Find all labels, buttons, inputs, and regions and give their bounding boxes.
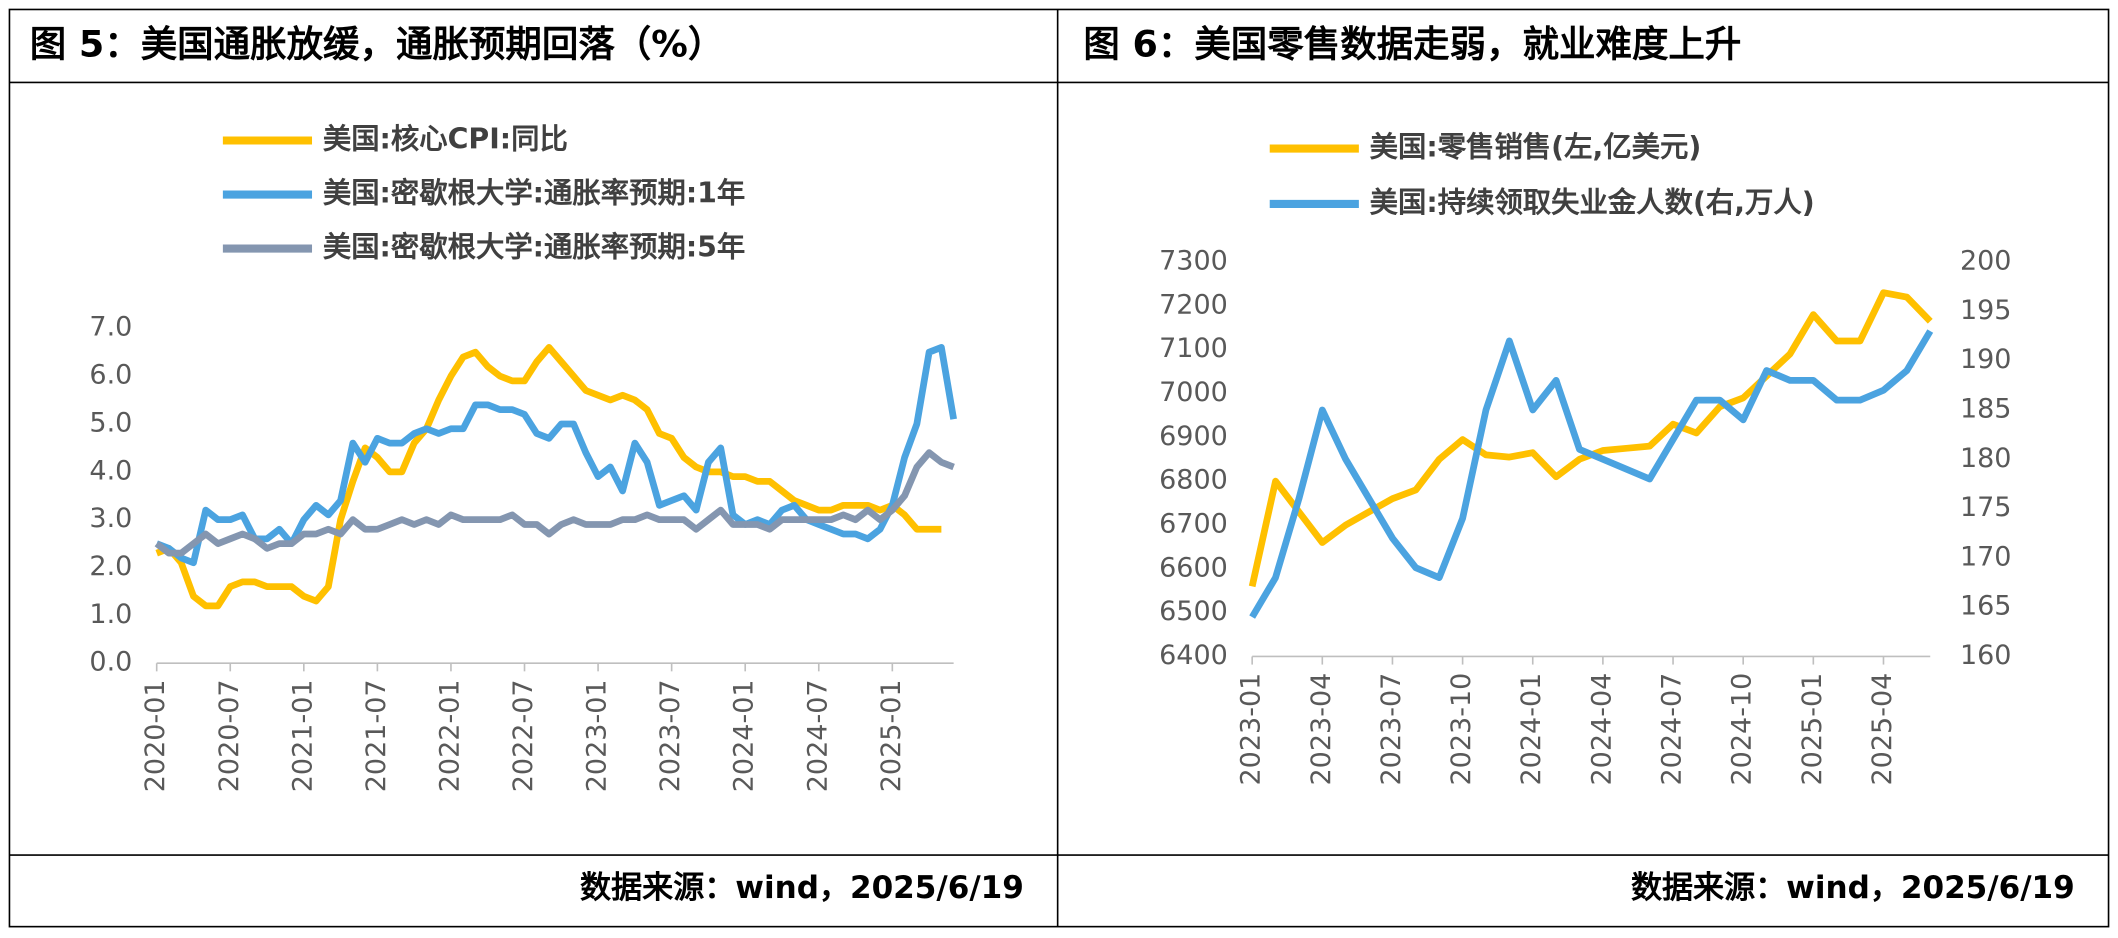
x-tick-label: 2020-07 [214, 679, 245, 792]
y-tick-label: 7.0 [89, 312, 132, 343]
y-tick-label: 7100 [1159, 333, 1228, 364]
x-tick-label: 2024-07 [1657, 673, 1688, 786]
y-tick-label: 7200 [1159, 289, 1228, 320]
series-line [154, 449, 955, 557]
y-tick-label: 0.0 [89, 647, 132, 678]
y-tick-label: 6700 [1159, 509, 1228, 540]
y-tick-label: 6400 [1159, 640, 1228, 671]
x-tick-label: 2024-04 [1586, 673, 1617, 786]
y-tick-label: 7300 [1159, 246, 1228, 277]
x-tick-label: 2024-07 [802, 679, 833, 792]
y2-tick-label: 200 [1960, 246, 2012, 277]
source: 数据来源：wind，2025/6/19 [1631, 870, 2075, 906]
x-tick-label: 2023-10 [1446, 673, 1477, 786]
y-tick-label: 6900 [1159, 421, 1228, 452]
x-tick-label: 2020-01 [140, 679, 171, 792]
x-tick-label: 2023-01 [1236, 673, 1267, 786]
chart-title: 图 6：美国零售数据走弱，就业难度上升 [1083, 22, 1741, 65]
y-tick-label: 6800 [1159, 465, 1228, 496]
y2-tick-label: 185 [1960, 393, 2012, 424]
x-tick-label: 2024-10 [1727, 673, 1758, 786]
x-tick-label: 2023-07 [655, 679, 686, 792]
y-tick-label: 6.0 [89, 360, 132, 391]
legend-label: 美国:零售销售(左,亿美元) [1370, 131, 1702, 164]
legend-label: 美国:核心CPI:同比 [323, 122, 568, 155]
source: 数据来源：wind，2025/6/19 [580, 870, 1024, 906]
y-tick-label: 6500 [1159, 596, 1228, 627]
x-tick-label: 2021-01 [287, 679, 318, 792]
y2-tick-label: 170 [1960, 541, 2012, 572]
x-tick-label: 2024-01 [1516, 673, 1547, 786]
x-tick-label: 2024-01 [729, 679, 760, 792]
x-tick-label: 2022-07 [508, 679, 539, 792]
x-tick-label: 2022-01 [434, 679, 465, 792]
y-tick-label: 7000 [1159, 377, 1228, 408]
x-tick-label: 2025-04 [1867, 673, 1898, 786]
series-line [1248, 289, 1933, 588]
y-tick-label: 4.0 [89, 455, 132, 486]
y-tick-label: 3.0 [89, 503, 132, 534]
y2-tick-label: 190 [1960, 344, 2012, 375]
x-tick-label: 2025-01 [1797, 673, 1828, 786]
y2-tick-label: 180 [1960, 443, 2012, 474]
frame [8, 8, 2110, 928]
x-tick-label: 2025-01 [876, 679, 907, 792]
series-line [155, 344, 942, 610]
series-line [1249, 329, 1934, 619]
y-tick-label: 6600 [1159, 552, 1228, 583]
y2-tick-label: 165 [1960, 591, 2012, 622]
legend-label: 美国:持续领取失业金人数(右,万人) [1370, 186, 1815, 219]
legend-label: 美国:密歇根大学:通胀率预期:1年 [323, 177, 745, 210]
x-tick-label: 2023-04 [1306, 673, 1337, 786]
legend-label: 美国:密歇根大学:通胀率预期:5年 [323, 231, 745, 264]
y2-tick-label: 195 [1960, 295, 2012, 326]
y-tick-label: 2.0 [89, 551, 132, 582]
x-tick-label: 2021-07 [361, 679, 392, 792]
y2-tick-label: 160 [1960, 640, 2012, 671]
x-tick-label: 2023-07 [1376, 673, 1407, 786]
y-tick-label: 5.0 [89, 407, 132, 438]
x-tick-label: 2023-01 [582, 679, 613, 792]
y-tick-label: 1.0 [89, 599, 132, 630]
chart-title: 图 5：美国通胀放缓，通胀预期回落（%） [30, 22, 725, 65]
y2-tick-label: 175 [1960, 492, 2012, 523]
